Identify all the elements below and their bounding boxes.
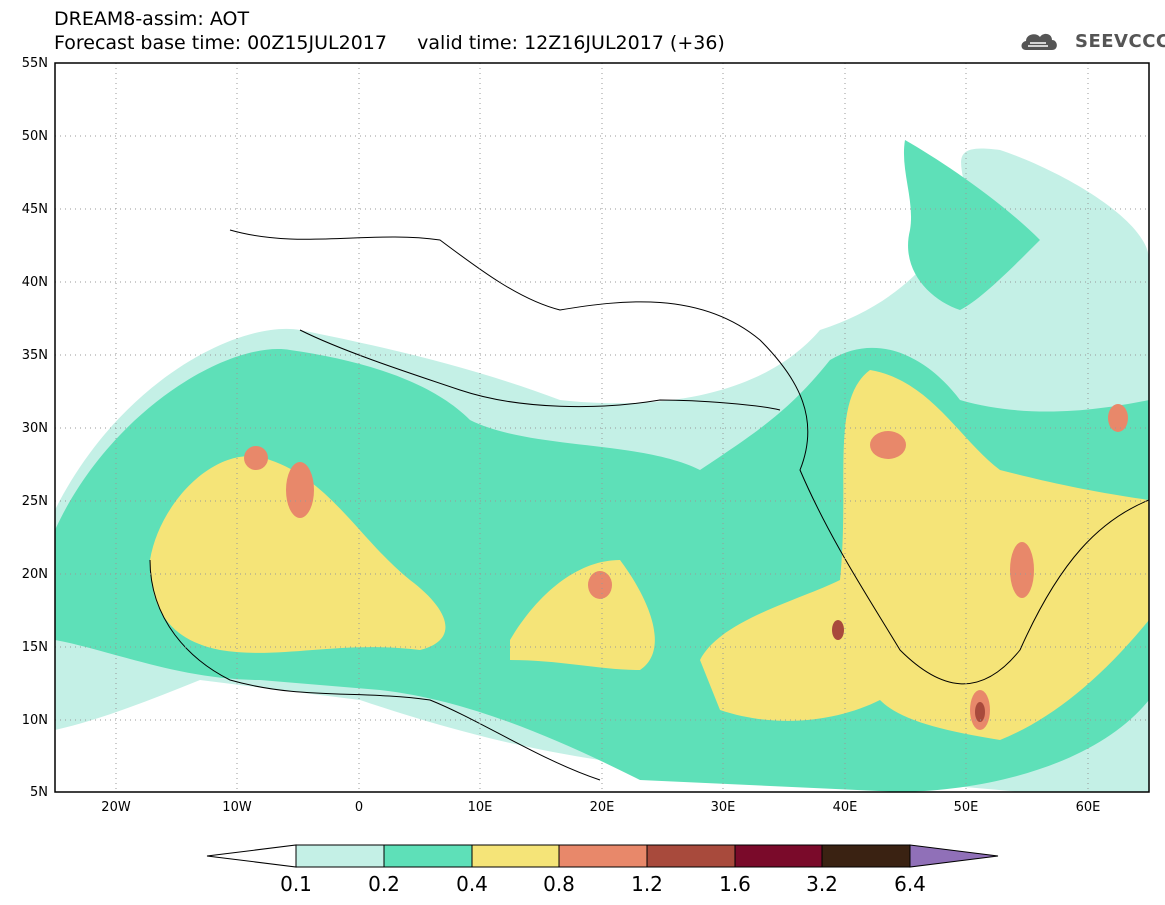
coastline [229,229,1149,685]
colorbar-label: 1.2 [631,872,663,896]
colorbar-arrow-low [206,844,297,868]
map-subtitle: Forecast base time: 00Z15JUL2017 valid t… [54,32,725,54]
lat-label: 40N [21,275,48,290]
colorbar-swatch [646,844,736,868]
colorbar-label: 1.6 [719,872,751,896]
lat-label: 50N [21,129,48,144]
colorbar-swatch [821,844,911,868]
aot-hotspot [1010,542,1034,598]
coastline [149,559,601,781]
logo-text: SEEVCCC [1075,31,1165,52]
lat-label: 30N [21,421,48,436]
lon-label: 50E [953,800,979,815]
aot-hotspot [588,571,612,599]
lat-label: 55N [21,56,48,71]
lon-label: 20E [589,800,615,815]
aot-hotspot-dark [832,620,844,640]
colorbar-label: 0.1 [280,872,312,896]
lat-label: 45N [21,202,48,217]
colorbar-label: 0.2 [368,872,400,896]
lon-label: 30E [710,800,736,815]
lon-label: 60E [1075,800,1101,815]
aot-band-yellow-west [150,456,446,653]
aot-hotspot [244,446,268,470]
aot-hotspot [286,462,314,518]
lon-label: 0 [354,800,364,815]
colorbar-label: 0.8 [543,872,575,896]
colorbar-label: 3.2 [806,872,838,896]
lat-label: 5N [30,785,48,800]
aot-band-yellow-central [510,560,655,670]
lon-label: 10W [222,800,252,815]
colorbar [206,844,999,868]
lon-label: 20W [101,800,131,815]
colorbar-swatch [471,844,560,868]
colorbar-swatch [734,844,823,868]
map-title: DREAM8-assim: AOT [54,8,250,30]
colorbar-swatch [383,844,473,868]
coastline [299,329,781,411]
lat-label: 20N [21,567,48,582]
aot-hotspot [870,431,906,459]
colorbar-label: 0.4 [456,872,488,896]
colorbar-arrow-high [909,844,999,868]
cloud-icon [1021,33,1057,50]
lat-label: 25N [21,494,48,509]
colorbar-swatch [295,844,385,868]
lon-label: 40E [832,800,858,815]
aot-band-yellow-east [700,370,1149,740]
lat-label: 35N [21,348,48,363]
colorbar-label: 6.4 [894,872,926,896]
colorbar-swatch [558,844,648,868]
lon-label: 10E [467,800,493,815]
aot-hotspot [1108,404,1128,432]
aot-hotspot-dark [975,702,985,722]
aot-band-teal-north [903,140,1040,310]
lat-label: 15N [21,640,48,655]
lat-label: 10N [21,713,48,728]
